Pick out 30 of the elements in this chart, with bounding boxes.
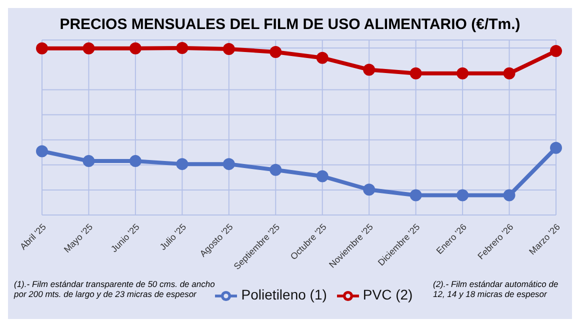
point	[503, 189, 516, 202]
text: (2).- Film estándar automático de 12, 14 y 18 micras de espesor	[433, 279, 560, 299]
point	[176, 42, 188, 54]
point	[270, 164, 282, 176]
point	[316, 52, 328, 64]
point	[129, 42, 142, 54]
point	[410, 189, 422, 202]
text: (1).- Film estándar transparente de 50 cms. de ancho por 200 mts. de largo y de 23 micras de espesor	[14, 279, 216, 299]
legend-label: Polietileno (1)	[241, 286, 327, 303]
point	[82, 155, 95, 168]
point	[550, 142, 562, 154]
legend-label: PVC (2)	[362, 286, 413, 303]
point	[363, 64, 376, 76]
point	[550, 45, 562, 58]
point	[503, 67, 516, 80]
chart-title: PRECIOS MENSUALES DEL FILM DE USO ALIMENTARIO (€/Tm.)	[58, 15, 522, 35]
x-tick-label: Julio '25	[158, 222, 188, 252]
point	[363, 184, 376, 196]
point	[456, 189, 469, 202]
point	[129, 155, 142, 168]
point	[222, 158, 235, 170]
point	[36, 145, 48, 158]
point	[176, 158, 188, 170]
point	[82, 42, 95, 54]
point	[316, 170, 328, 182]
point	[456, 67, 469, 80]
point	[222, 43, 235, 55]
point	[410, 67, 422, 80]
point	[270, 46, 282, 58]
point	[36, 42, 48, 54]
